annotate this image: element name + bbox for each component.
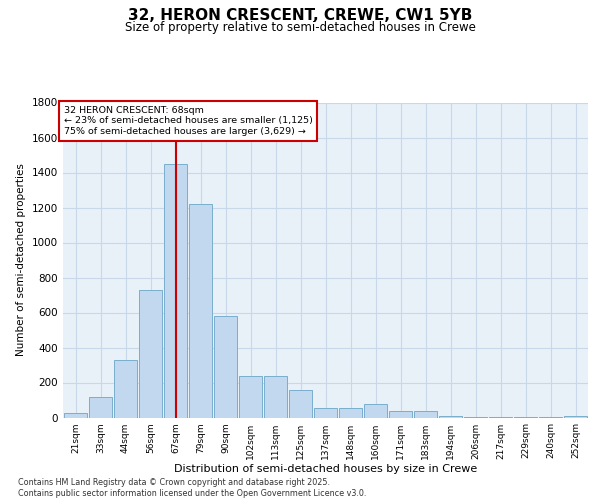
Bar (564, 416, 587, 418)
Bar (514, 416, 537, 418)
Bar (214, 316, 237, 418)
Bar (114, 360, 137, 418)
Bar (164, 164, 187, 417)
Bar (139, 290, 162, 418)
Bar (539, 416, 562, 418)
Text: 32, HERON CRESCENT, CREWE, CW1 5YB: 32, HERON CRESCENT, CREWE, CW1 5YB (128, 8, 472, 22)
Bar (239, 376, 262, 418)
Bar (414, 410, 437, 418)
Y-axis label: Number of semi-detached properties: Number of semi-detached properties (16, 164, 26, 356)
Text: Contains HM Land Registry data © Crown copyright and database right 2025.
Contai: Contains HM Land Registry data © Crown c… (18, 478, 367, 498)
Bar (189, 204, 212, 418)
X-axis label: Distribution of semi-detached houses by size in Crewe: Distribution of semi-detached houses by … (174, 464, 477, 474)
Bar (64, 413, 87, 418)
Bar (339, 408, 362, 418)
Bar (264, 376, 287, 418)
Bar (489, 416, 512, 418)
Text: Size of property relative to semi-detached houses in Crewe: Size of property relative to semi-detach… (125, 21, 475, 34)
Bar (314, 408, 337, 418)
Bar (439, 416, 462, 418)
Bar (289, 390, 312, 417)
Bar (89, 396, 112, 417)
Bar (464, 416, 487, 418)
Text: 32 HERON CRESCENT: 68sqm
← 23% of semi-detached houses are smaller (1,125)
75% o: 32 HERON CRESCENT: 68sqm ← 23% of semi-d… (64, 106, 313, 136)
Bar (364, 404, 387, 417)
Bar (389, 410, 412, 418)
